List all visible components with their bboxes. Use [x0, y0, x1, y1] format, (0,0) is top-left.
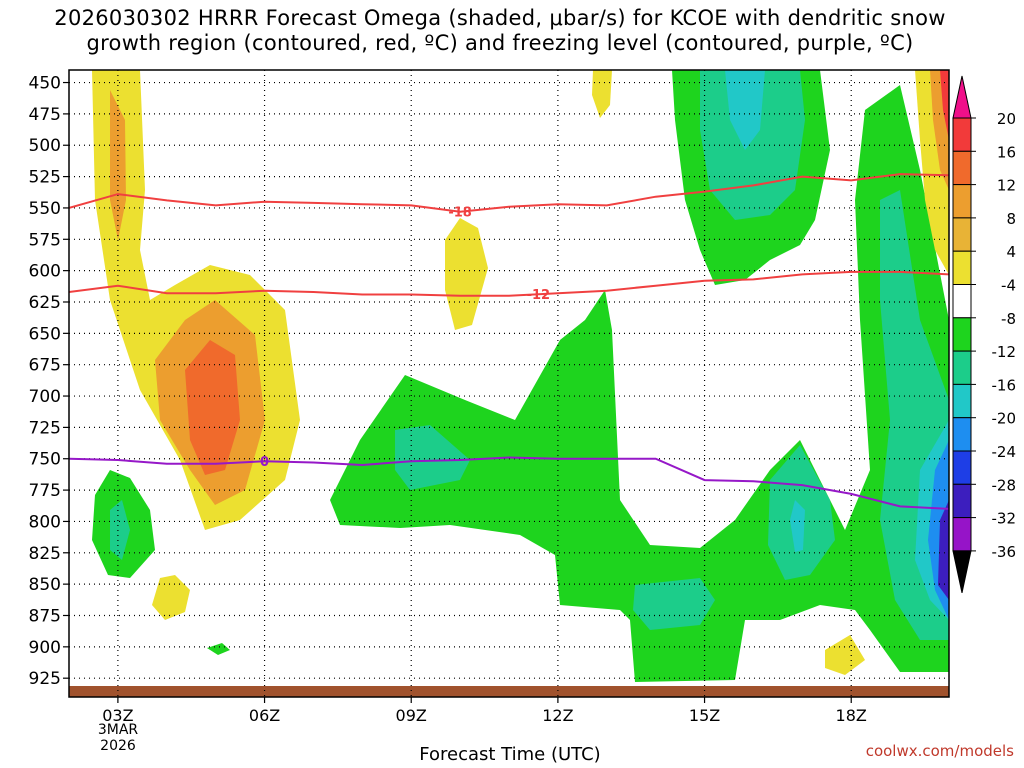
colorbar-label: -36	[992, 543, 1017, 561]
colorbar-box	[952, 184, 972, 219]
colorbar-label: 16	[997, 143, 1016, 161]
colorbar: 20 16 12 8 4 -4 -8 -12 -16 -20 -24 -28 -32 -36	[952, 75, 1017, 594]
y-tick-label: 750	[29, 450, 61, 470]
colorbar-label: 20	[997, 110, 1016, 128]
colorbar-box	[952, 317, 972, 352]
colorbar-box	[952, 450, 972, 485]
grid-lines	[69, 70, 949, 697]
y-tick-label: 500	[29, 136, 61, 156]
colorbar-box	[952, 517, 972, 552]
contour-label: -18	[448, 206, 472, 221]
y-tick-label: 875	[29, 606, 61, 626]
colorbar-box	[952, 284, 972, 319]
colorbar-label: -4	[1001, 277, 1016, 295]
colorbar-label: -28	[992, 476, 1017, 494]
x-tick-label: 03Z	[102, 706, 133, 725]
date-label-day: 3MAR	[97, 722, 139, 738]
omega-region-blob-4	[825, 635, 865, 675]
y-tick-label: 850	[29, 575, 61, 595]
x-tick-label: 15Z	[689, 706, 720, 725]
omega-region-blob-1	[445, 218, 488, 330]
colorbar-label: 12	[997, 177, 1016, 195]
y-tick-label: 600	[29, 262, 61, 282]
y-tick-label: 550	[29, 199, 61, 219]
x-tick-label: 12Z	[542, 706, 573, 725]
contour-line	[69, 456, 949, 510]
omega-region-blob-2	[592, 70, 612, 118]
credit-text: coolwx.com/models	[865, 742, 1014, 760]
contour-label: -12	[527, 288, 551, 303]
colorbar-label: 8	[1006, 210, 1016, 228]
y-tick-label: 925	[29, 669, 61, 689]
chart-title: 2026030302 HRRR Forecast Omega (shaded, …	[0, 6, 1000, 56]
colorbar-box	[952, 350, 972, 385]
colorbar-label: -16	[992, 376, 1017, 394]
colorbar-box	[952, 117, 972, 152]
contour-line	[69, 173, 949, 213]
contour-line	[69, 270, 949, 297]
y-tick-label: 575	[29, 230, 61, 250]
y-tick-label: 900	[29, 638, 61, 658]
x-axis: 03Z 06Z 09Z 12Z 15Z 18Z	[102, 697, 867, 725]
date-label-year: 2026	[100, 738, 136, 754]
y-tick-label: 725	[29, 418, 61, 438]
x-axis-label: Forecast Time (UTC)	[419, 744, 601, 765]
colorbar-box	[952, 217, 972, 252]
y-tick-label: 825	[29, 544, 61, 564]
omega-region-negative-extreme	[938, 500, 949, 600]
omega-region-negative-strong	[725, 70, 949, 620]
y-tick-label: 525	[29, 168, 61, 188]
colorbar-box	[952, 383, 972, 419]
y-tick-label: 775	[29, 481, 61, 501]
ground-strip	[69, 686, 949, 697]
omega-region-negative-moderate	[110, 70, 949, 640]
omega-region-blob-3	[152, 575, 190, 620]
colorbar-label: -24	[992, 443, 1017, 461]
contour-label: 0	[260, 455, 269, 470]
y-tick-label: 800	[29, 512, 61, 532]
y-axis: 450 475 500 525 550 575 600 625 650 675 700 725 750 7…	[29, 74, 69, 689]
y-tick-label: 450	[29, 74, 61, 94]
y-tick-label: 675	[29, 356, 61, 376]
colorbar-label: -20	[992, 410, 1017, 428]
chart-title-line2: growth region (contoured, red, ºC) and f…	[86, 31, 914, 55]
plot-frame	[68, 69, 950, 698]
x-tick-label: 06Z	[249, 706, 280, 725]
y-tick-label: 700	[29, 387, 61, 407]
colorbar-label: -12	[992, 343, 1017, 361]
omega-region-upper-right-3	[940, 70, 949, 140]
colorbar-label: 4	[1006, 243, 1016, 261]
x-tick-label: 09Z	[396, 706, 427, 725]
x-tick-label: 18Z	[836, 706, 867, 725]
y-tick-label: 650	[29, 324, 61, 344]
omega-shading	[69, 70, 949, 697]
omega-region-negative-weak	[92, 70, 949, 682]
colorbar-box	[952, 150, 972, 186]
omega-region-positive-strong	[185, 340, 240, 475]
date-label: 3MAR 2026	[88, 722, 148, 754]
y-tick-label: 475	[29, 105, 61, 125]
colorbar-cap-bottom	[952, 550, 972, 594]
y-tick-label: 625	[29, 293, 61, 313]
colorbar-cap-top	[952, 75, 972, 119]
colorbar-box	[952, 250, 972, 285]
colorbar-box	[952, 483, 972, 519]
contour-lines: -18 -12 0	[69, 173, 949, 510]
omega-region-negative-weak-2	[207, 643, 230, 655]
colorbar-box	[952, 417, 972, 452]
chart-title-line1: 2026030302 HRRR Forecast Omega (shaded, …	[54, 6, 946, 30]
colorbar-label: -8	[1001, 310, 1016, 328]
colorbar-label: -32	[992, 510, 1017, 528]
